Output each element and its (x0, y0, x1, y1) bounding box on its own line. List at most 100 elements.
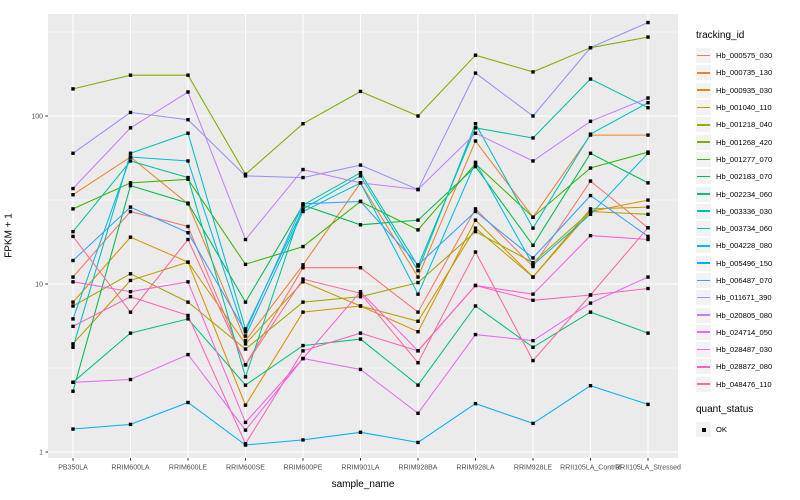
data-point (128, 235, 133, 239)
data-point (71, 151, 75, 155)
legend-key-line-icon (696, 255, 711, 271)
data-point (186, 260, 190, 264)
data-point (473, 121, 478, 126)
data-point (358, 337, 363, 341)
data-point (128, 377, 133, 382)
data-point (531, 298, 535, 302)
legend-item: Hb_001040_110 (692, 99, 800, 116)
legend-key-line-icon (696, 100, 711, 116)
data-point (531, 260, 535, 265)
data-point (243, 334, 248, 338)
data-point (416, 330, 420, 334)
data-point (71, 300, 75, 304)
data-point (243, 383, 248, 387)
legend-item-label: Hb_005496_150 (716, 258, 773, 268)
legend-item-label: Hb_011671_390 (716, 293, 772, 303)
legend-items: Hb_000575_030 Hb_000735_130 Hb_000935_030 H… (692, 47, 800, 393)
data-point (531, 345, 535, 349)
data-point (128, 295, 133, 299)
data-point (186, 231, 190, 235)
data-point (646, 151, 650, 155)
legend-key-line-icon (696, 376, 711, 392)
data-point (416, 440, 420, 445)
data-point (646, 234, 650, 239)
data-point (243, 363, 248, 367)
x-tick-label: RRII105LA_Control (560, 465, 621, 472)
data-point (473, 218, 478, 222)
y-tick-label: 100 (31, 114, 43, 121)
legend-item: Hb_020805_080 (692, 306, 800, 323)
data-point (531, 114, 535, 118)
legend-tracking-id: tracking_id Hb_000575_030 Hb_000735_130 Hb… (692, 30, 800, 393)
legend-item-label: Hb_001277_070 (716, 154, 773, 164)
data-point (128, 151, 133, 155)
data-point (416, 361, 420, 365)
data-point (473, 229, 478, 234)
data-point (71, 193, 75, 197)
data-point (646, 35, 650, 39)
legend-key-line-icon (696, 65, 711, 81)
data-point (416, 114, 420, 118)
data-point (128, 272, 133, 276)
data-point (301, 300, 305, 304)
data-point (416, 275, 420, 279)
y-axis-title: FPKM + 1 (3, 213, 15, 258)
legend-key-line-icon (696, 221, 711, 237)
data-point (186, 280, 190, 284)
data-point (128, 310, 133, 314)
data-point (473, 226, 478, 230)
legend-item: Hb_028487_030 (692, 341, 800, 358)
legend-key-line-icon (696, 82, 711, 98)
data-point (646, 237, 650, 242)
data-point (531, 338, 535, 343)
legend-item: Hb_003336_030 (692, 203, 800, 220)
data-point (186, 131, 190, 135)
data-point (358, 430, 363, 434)
legend-item: Hb_002183_070 (692, 168, 800, 185)
data-point (186, 313, 190, 318)
x-tick-label: RRIM901LA (341, 465, 379, 472)
legend-item: Hb_003734_060 (692, 220, 800, 237)
y-tick-label: 10 (35, 282, 43, 289)
data-point (588, 212, 593, 216)
data-point (416, 292, 420, 296)
legend-item: Hb_006487_070 (692, 272, 800, 289)
data-point (646, 226, 650, 230)
legend-item-label: Hb_024714_050 (716, 327, 773, 337)
x-tick-label: RRIM600LA (111, 465, 149, 472)
legend-item: Hb_011671_390 (692, 289, 800, 306)
quant-status-title: quant_status (696, 404, 754, 415)
data-point (243, 403, 248, 407)
data-point (588, 77, 593, 81)
x-tick-label: RRIM600SE (226, 465, 265, 472)
data-point (588, 132, 593, 136)
data-point (358, 199, 363, 204)
data-point (71, 345, 75, 349)
data-point (646, 106, 650, 110)
legend-item-label: Hb_048476_110 (716, 379, 772, 389)
data-point (358, 174, 363, 178)
data-point (71, 87, 75, 91)
data-point (416, 268, 420, 273)
legend-item: Hb_001277_070 (692, 151, 800, 168)
x-axis-title: sample_name (331, 479, 395, 490)
data-point (71, 280, 75, 284)
data-point (243, 262, 248, 266)
data-point (243, 330, 248, 334)
data-point (473, 207, 478, 211)
x-tick-label: RRIM600LE (169, 465, 207, 472)
data-point (531, 263, 535, 267)
data-point (358, 291, 363, 296)
data-point (646, 205, 650, 209)
legend-item-label: Hb_001218_040 (716, 120, 773, 130)
data-point (646, 286, 650, 291)
legend-item-label: Hb_000735_130 (716, 68, 773, 78)
data-point (71, 324, 75, 329)
data-point (588, 166, 593, 170)
data-point (243, 428, 248, 432)
data-point (128, 183, 133, 188)
data-point (531, 264, 535, 269)
data-point (128, 422, 133, 427)
data-point (243, 347, 248, 351)
